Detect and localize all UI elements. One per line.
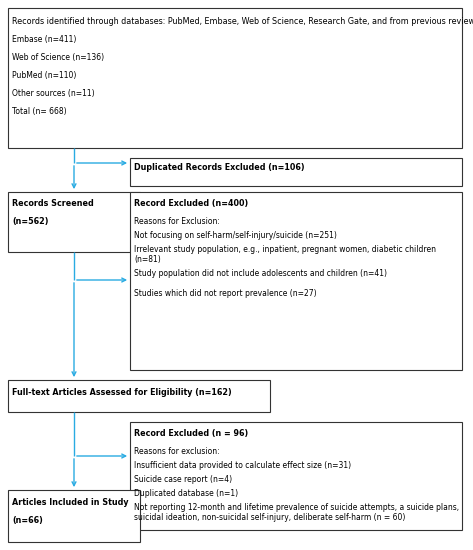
Bar xyxy=(130,192,462,370)
Text: Not reporting 12-month and lifetime prevalence of suicide attempts, a suicide pl: Not reporting 12-month and lifetime prev… xyxy=(134,503,459,522)
Text: (n=562): (n=562) xyxy=(12,217,49,226)
Text: Studies which did not report prevalence (n=27): Studies which did not report prevalence … xyxy=(134,289,316,298)
Bar xyxy=(8,380,270,412)
Text: Insufficient data provided to calculate effect size (n=31): Insufficient data provided to calculate … xyxy=(134,461,351,470)
Text: Web of Science (n=136): Web of Science (n=136) xyxy=(12,53,104,62)
Text: Reasons for exclusion:: Reasons for exclusion: xyxy=(134,447,219,456)
Text: Total (n= 668): Total (n= 668) xyxy=(12,107,67,116)
Text: Full-text Articles Assessed for Eligibility (n=162): Full-text Articles Assessed for Eligibil… xyxy=(12,388,232,397)
Bar xyxy=(8,8,462,148)
Bar xyxy=(130,158,462,186)
Text: Embase (n=411): Embase (n=411) xyxy=(12,35,76,44)
Text: Study population did not include adolescents and children (n=41): Study population did not include adolesc… xyxy=(134,269,387,278)
Text: Irrelevant study population, e.g., inpatient, pregnant women, diabetic children
: Irrelevant study population, e.g., inpat… xyxy=(134,245,436,265)
Text: Records identified through databases: PubMed, Embase, Web of Science, Research G: Records identified through databases: Pu… xyxy=(12,17,473,26)
Text: Record Excluded (n = 96): Record Excluded (n = 96) xyxy=(134,429,248,438)
Text: Reasons for Exclusion:: Reasons for Exclusion: xyxy=(134,217,220,226)
Text: Other sources (n=11): Other sources (n=11) xyxy=(12,89,95,98)
Text: (n=66): (n=66) xyxy=(12,516,43,525)
Bar xyxy=(8,192,140,252)
Bar xyxy=(130,422,462,530)
Text: Not focusing on self-harm/self-injury/suicide (n=251): Not focusing on self-harm/self-injury/su… xyxy=(134,231,337,240)
Bar xyxy=(8,490,140,542)
Text: Duplicated Records Excluded (n=106): Duplicated Records Excluded (n=106) xyxy=(134,163,305,172)
Text: Duplicated database (n=1): Duplicated database (n=1) xyxy=(134,489,238,498)
Text: Records Screened: Records Screened xyxy=(12,199,94,208)
Text: Suicide case report (n=4): Suicide case report (n=4) xyxy=(134,475,232,484)
Text: Record Excluded (n=400): Record Excluded (n=400) xyxy=(134,199,248,208)
Text: PubMed (n=110): PubMed (n=110) xyxy=(12,71,76,80)
Text: Articles Included in Study: Articles Included in Study xyxy=(12,498,129,507)
